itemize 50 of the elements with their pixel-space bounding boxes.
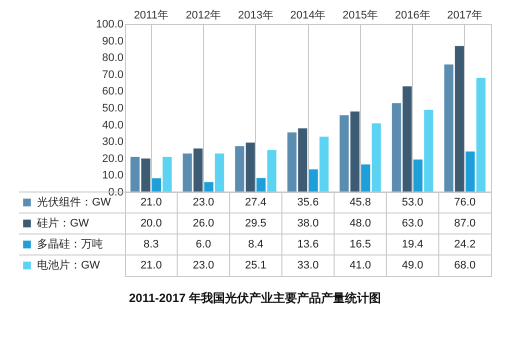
data-label: 23.0 xyxy=(192,196,214,208)
data-label: 87.0 xyxy=(454,218,476,230)
x-tick-label: 2011年 xyxy=(134,10,168,22)
y-tick-label: 40.0 xyxy=(102,119,124,132)
legend-label: 硅片：GW xyxy=(36,216,90,230)
y-tick-label: 90.0 xyxy=(102,35,124,48)
data-label: 21.0 xyxy=(140,260,162,272)
data-label: 35.6 xyxy=(297,196,319,208)
y-tick-label: 50.0 xyxy=(102,102,124,114)
x-tick-label: 2017年 xyxy=(447,10,483,22)
y-tick-label: 80.0 xyxy=(102,52,124,64)
data-label: 25.1 xyxy=(245,260,266,272)
data-label: 13.6 xyxy=(297,238,319,250)
y-tick-label: 30.0 xyxy=(102,136,124,148)
data-label: 21.0 xyxy=(140,196,162,208)
x-tick-label: 2013年 xyxy=(238,10,274,22)
data-label: 45.8 xyxy=(350,196,371,208)
data-label: 8.3 xyxy=(143,238,159,250)
data-label: 48.0 xyxy=(350,218,371,230)
y-tick-label: 60.0 xyxy=(102,86,124,98)
y-tick-label: 10.0 xyxy=(102,170,124,182)
data-label: 20.0 xyxy=(140,218,162,230)
data-label: 41.0 xyxy=(350,260,371,272)
data-label: 24.2 xyxy=(454,238,476,250)
x-tick-label: 2012年 xyxy=(186,10,222,22)
data-label: 53.0 xyxy=(402,196,424,208)
data-label: 63.0 xyxy=(402,218,424,230)
data-label: 27.4 xyxy=(245,196,266,208)
data-label: 23.0 xyxy=(192,260,214,272)
data-label: 16.5 xyxy=(350,238,371,250)
data-label: 19.4 xyxy=(402,238,424,250)
y-tick-label: 70.0 xyxy=(102,68,124,81)
x-tick-label: 2015年 xyxy=(342,10,378,22)
data-label: 76.0 xyxy=(454,196,476,208)
data-label: 68.0 xyxy=(454,260,476,272)
data-label: 33.0 xyxy=(297,260,319,272)
legend-label: 电池片：GW xyxy=(37,258,101,272)
legend-label: 光伏组件：GW xyxy=(37,196,112,208)
text: 2011-2017 年我国光伏产业主要产品产量统计图 xyxy=(128,291,382,305)
x-tick-label: 2014年 xyxy=(290,10,326,22)
y-tick-label: 20.0 xyxy=(102,152,124,165)
x-tick-label: 2016年 xyxy=(394,10,430,22)
data-label: 8.4 xyxy=(248,238,264,250)
legend-label: 多晶硅：万吨 xyxy=(37,238,103,250)
data-label: 38.0 xyxy=(297,218,319,230)
data-label: 49.0 xyxy=(402,260,424,272)
data-label: 6.0 xyxy=(196,238,212,250)
y-tick-label: 100.0 xyxy=(96,18,124,30)
data-label: 29.5 xyxy=(245,218,266,230)
data-label: 26.0 xyxy=(192,218,214,230)
